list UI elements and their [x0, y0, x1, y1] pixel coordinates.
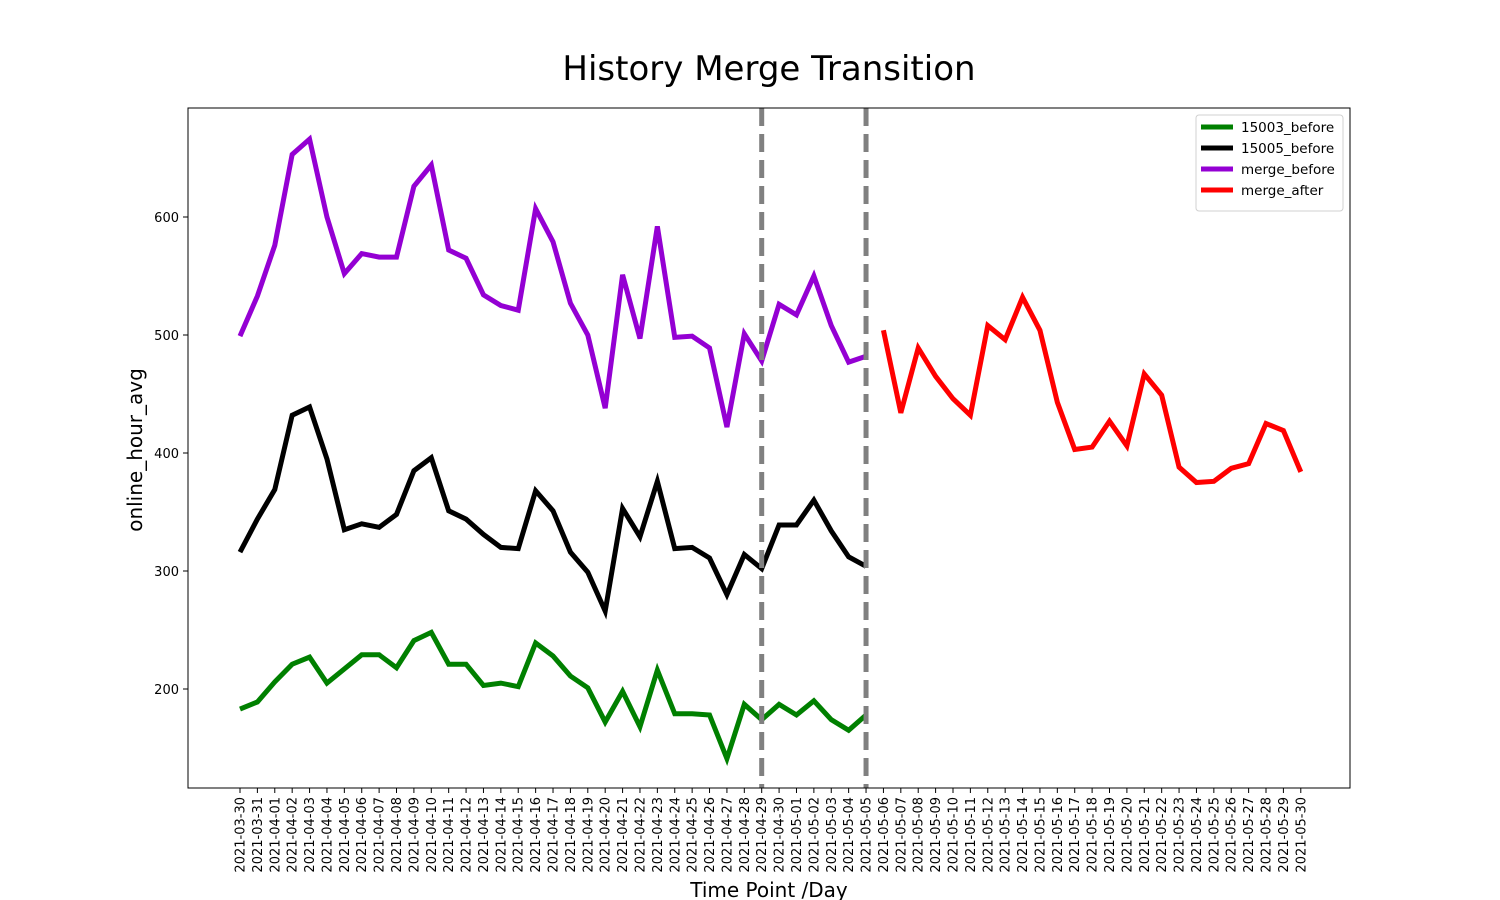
x-tick-label: 2021-05-18 [1086, 797, 1101, 873]
y-tick-label: 300 [154, 565, 179, 580]
legend: 15003_before 15005_before merge_beforemerg… [1195, 114, 1344, 212]
x-tick-label: 2021-04-26 [703, 797, 718, 873]
x-tick-label: 2021-04-06 [355, 797, 370, 873]
x-tick-label: 2021-05-26 [1225, 797, 1240, 873]
x-tick-label: 2021-04-22 [633, 797, 648, 873]
x-tick-label: 2021-04-04 [320, 797, 335, 873]
x-tick-label: 2021-04-18 [564, 797, 579, 873]
legend-label-merge_after: merge_after [1241, 183, 1324, 199]
x-tick-label: 2021-04-08 [390, 797, 405, 873]
legend-label-15003_before: 15003_before [1241, 120, 1334, 136]
x-tick-label: 2021-05-23 [1173, 797, 1188, 873]
x-tick-label: 2021-05-03 [825, 797, 840, 873]
x-tick-label: 2021-05-10 [946, 797, 961, 873]
x-tick-label: 2021-04-20 [599, 797, 614, 873]
x-tick-label: 2021-04-23 [651, 797, 666, 873]
x-tick-label: 2021-04-24 [668, 797, 683, 873]
x-tick-label: 2021-04-09 [407, 797, 422, 873]
legend-box [1195, 114, 1344, 212]
x-tick-label: 2021-05-06 [877, 797, 892, 873]
x-tick-label: 2021-05-01 [790, 797, 805, 873]
x-tick-label: 2021-04-15 [512, 797, 527, 873]
x-tick-label: 2021-03-31 [251, 797, 266, 873]
x-tick-label: 2021-05-28 [1260, 797, 1275, 873]
x-tick-label: 2021-04-28 [738, 797, 753, 873]
x-tick-label: 2021-05-11 [964, 797, 979, 873]
x-tick-label: 2021-05-21 [1138, 797, 1153, 873]
x-tick-label: 2021-04-19 [581, 797, 596, 873]
x-tick-label: 2021-04-25 [686, 797, 701, 873]
x-tick-label: 2021-04-11 [442, 797, 457, 873]
x-tick-label: 2021-05-30 [1294, 797, 1309, 873]
x-tick-label: 2021-05-25 [1207, 797, 1222, 873]
x-tick-label: 2021-05-08 [912, 797, 927, 873]
plot-frame [187, 107, 1351, 789]
x-tick-label: 2021-05-22 [1155, 797, 1170, 873]
series-line-merge_before [237, 134, 867, 428]
x-tick-label: 2021-04-17 [547, 797, 562, 873]
y-tick-label: 500 [154, 329, 179, 344]
x-tick-label: 2021-03-30 [234, 797, 249, 873]
series-line-15003_before [239, 629, 868, 767]
x-tick-label: 2021-04-01 [268, 797, 283, 873]
series-line-15005_before [237, 403, 868, 620]
x-tick-label: 2021-04-13 [477, 797, 492, 873]
x-tick-label: 2021-05-24 [1190, 797, 1205, 873]
x-tick-label: 2021-05-27 [1242, 797, 1257, 873]
x-tick-label: 2021-04-10 [425, 797, 440, 873]
x-tick-label: 2021-04-12 [460, 797, 475, 873]
x-tick-label: 2021-04-05 [338, 797, 353, 873]
x-tick-label: 2021-04-14 [494, 797, 509, 873]
x-tick-label: 2021-04-02 [286, 797, 301, 873]
x-tick-label: 2021-05-13 [999, 797, 1014, 873]
x-axis-label: Time Point /Day [689, 878, 848, 900]
x-tick-label: 2021-04-21 [616, 797, 631, 873]
y-tick-label: 400 [154, 447, 179, 462]
x-tick-label: 2021-05-02 [807, 797, 822, 873]
x-tick-label: 2021-05-07 [894, 797, 909, 873]
x-tick-label: 2021-05-16 [1051, 797, 1066, 873]
legend-label-15005_before: 15005_before [1241, 141, 1334, 157]
x-tick-label: 2021-05-12 [981, 797, 996, 873]
x-tick-label: 2021-05-20 [1120, 797, 1135, 873]
series-line-merge_after [880, 291, 1304, 486]
x-tick-label: 2021-05-17 [1068, 797, 1083, 873]
x-tick-label: 2021-04-29 [755, 797, 770, 873]
x-tick-label: 2021-05-15 [1033, 797, 1048, 873]
x-tick-label: 2021-05-05 [860, 797, 875, 873]
vertical-markers [759, 108, 869, 788]
x-tick-label: 2021-05-29 [1277, 797, 1292, 873]
plot-lines [237, 134, 1304, 767]
legend-label-merge_before: merge_before [1241, 162, 1335, 178]
x-tick-label: 2021-04-16 [529, 797, 544, 873]
x-tick-label: 2021-05-14 [1016, 797, 1031, 873]
y-axis: 200 300 400 500 600 [154, 211, 188, 698]
x-tick-label: 2021-05-09 [929, 797, 944, 873]
chart-title: History Merge Transition [562, 49, 975, 89]
y-tick-label: 600 [154, 211, 179, 226]
y-tick-label: 200 [154, 683, 179, 698]
x-tick-label: 2021-05-19 [1103, 797, 1118, 873]
x-tick-label: 2021-04-27 [720, 797, 735, 873]
x-tick-label: 2021-04-03 [303, 797, 318, 873]
y-axis-label: online_hour_avg [123, 368, 147, 532]
x-axis: 2021-03-30 2021-03-31 2021-04-01 2021-04-02… [234, 788, 1309, 873]
x-tick-label: 2021-05-04 [842, 797, 857, 873]
x-tick-label: 2021-04-07 [373, 797, 388, 873]
x-tick-label: 2021-04-30 [773, 797, 788, 873]
